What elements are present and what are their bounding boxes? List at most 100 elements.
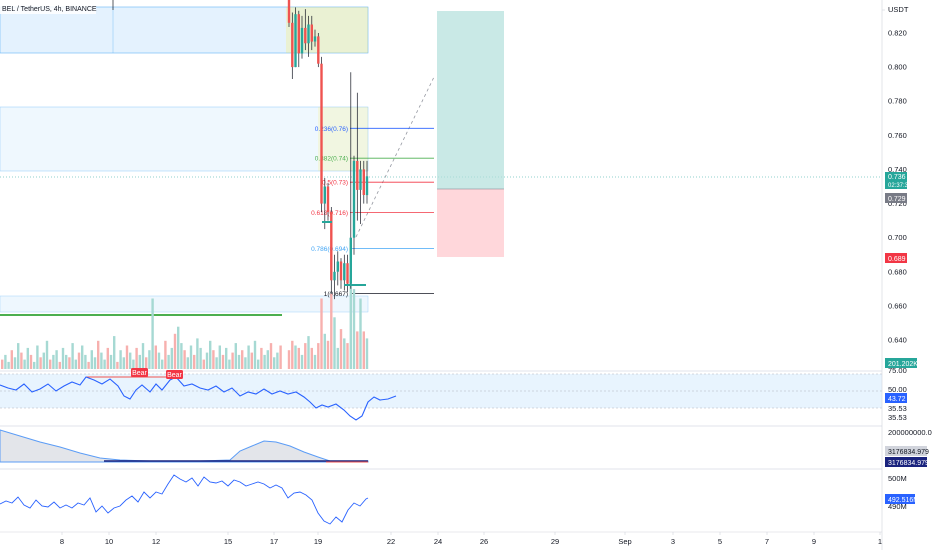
candle-body[interactable] [291, 22, 294, 68]
price-axis[interactable]: USDT 0.820 0.800 0.780 0.760 0.740 0.720 0.700… [881, 0, 909, 550]
countdown-value: 02:37:35 [888, 183, 912, 189]
rsi-tick-3553-b: 35.53 [888, 413, 907, 422]
candle-body[interactable] [330, 212, 333, 281]
candle-body[interactable] [317, 36, 320, 64]
volume-bar [212, 350, 215, 369]
volume-bar [307, 336, 310, 369]
candle-body[interactable] [326, 186, 330, 213]
candle-body[interactable] [307, 24, 310, 44]
candle-body[interactable] [304, 27, 307, 44]
volume-bar [241, 350, 244, 369]
volume-indicator-panel[interactable] [0, 468, 882, 525]
take-profit-zone[interactable] [437, 11, 504, 189]
candle-body[interactable] [310, 24, 313, 42]
candle-body[interactable] [287, 0, 291, 23]
candle-body[interactable] [333, 271, 336, 281]
volume-bar [161, 359, 164, 369]
obv-badge-2-value: 3176834.979 [888, 460, 929, 467]
candle-body[interactable] [320, 63, 323, 204]
candle-body[interactable] [323, 186, 326, 204]
volume-bar [356, 331, 359, 369]
rsi-panel[interactable]: Bear Bear [0, 368, 882, 421]
candle-body[interactable] [352, 160, 356, 238]
volume-bar [100, 352, 103, 369]
price-tick-label: 0.700 [888, 233, 907, 242]
volume-bar [81, 345, 84, 369]
volume-bar [26, 347, 29, 370]
volume-bar [202, 359, 205, 369]
volume-bar [365, 338, 369, 369]
volume-value: 201.202K [888, 361, 918, 368]
obv-panel[interactable] [0, 425, 882, 463]
volume-bar [129, 352, 132, 369]
volume-bar [343, 338, 346, 369]
volume-bar [279, 345, 282, 369]
time-axis[interactable]: 8 10 12 15 17 19 22 24 26 29 Sep 3 5 7 9 1 [0, 531, 882, 546]
volume-bar [7, 361, 10, 369]
volume-bar [237, 354, 241, 369]
volume-bar [106, 347, 109, 370]
rsi-tick-75: 75.00 [888, 366, 907, 375]
candle-body[interactable] [346, 263, 349, 284]
supply-zone-upper[interactable] [0, 6, 369, 54]
candle-body[interactable] [313, 36, 317, 42]
volume-bar [349, 275, 352, 369]
volume-bar [323, 333, 326, 370]
price-tick-label: 0.820 [888, 29, 907, 38]
volume-bar [287, 350, 291, 369]
rsi-line [0, 376, 397, 421]
volume-bar [77, 352, 81, 369]
volume-bar [310, 347, 313, 370]
drawing-zones[interactable] [0, 6, 882, 316]
volume-bars [1, 275, 369, 370]
fib-retracement[interactable]: 0.236(0.76) 0.382(0.74) 0.5(0.73) 0.618(0.7… [311, 126, 434, 298]
rsi-tick-3553: 35.53 [888, 404, 907, 413]
price-tick-label: 0.760 [888, 131, 907, 140]
volume-bar [269, 343, 273, 369]
candlestick-series[interactable] [112, 0, 369, 300]
candle-body[interactable] [365, 176, 369, 196]
volume-bar [247, 345, 250, 369]
volume-bar [231, 352, 234, 369]
candle-body[interactable] [300, 27, 304, 54]
time-tick-label: Sep [618, 537, 631, 546]
volume-bar [183, 350, 186, 369]
volume-bar [330, 293, 333, 369]
volume-bar [304, 343, 307, 369]
volume-bar [103, 359, 106, 369]
volume-bar [74, 359, 77, 369]
candle-body[interactable] [297, 14, 300, 54]
stop-loss-zone[interactable] [437, 189, 504, 257]
candle-body[interactable] [339, 261, 343, 281]
volume-bar [300, 354, 304, 369]
stop-price-value: 0.689 [888, 256, 906, 263]
volume-bar [109, 354, 113, 369]
candle-body[interactable] [359, 169, 362, 190]
chart-title: BEL / TetherUS, 4h, BINANCE [2, 6, 97, 13]
volume-bar [339, 329, 343, 369]
volume-bar [71, 343, 74, 369]
volume-bar [209, 340, 212, 369]
volume-bar [116, 361, 119, 369]
mid-zone-yellow[interactable] [318, 107, 368, 171]
price-tick-label: 0.720 [888, 199, 907, 208]
volume-bar [148, 350, 151, 369]
currency-label: USDT [888, 5, 909, 14]
volume-bar [1, 359, 4, 369]
volume-bar [186, 357, 189, 370]
mid-zone[interactable] [0, 106, 369, 172]
candle-body[interactable] [294, 14, 297, 68]
volume-bar [97, 340, 100, 369]
candle-body[interactable] [343, 263, 346, 281]
candle-body[interactable] [356, 160, 359, 190]
time-tick-label: 22 [387, 537, 395, 546]
candle-body[interactable] [362, 169, 365, 195]
volume-bar [167, 354, 170, 369]
candle-body[interactable] [349, 237, 352, 284]
volume-bar [244, 357, 247, 370]
candle-body[interactable] [336, 261, 339, 272]
volume-bar [36, 345, 39, 369]
demand-zone[interactable] [0, 295, 369, 313]
volume-bar [42, 352, 45, 369]
